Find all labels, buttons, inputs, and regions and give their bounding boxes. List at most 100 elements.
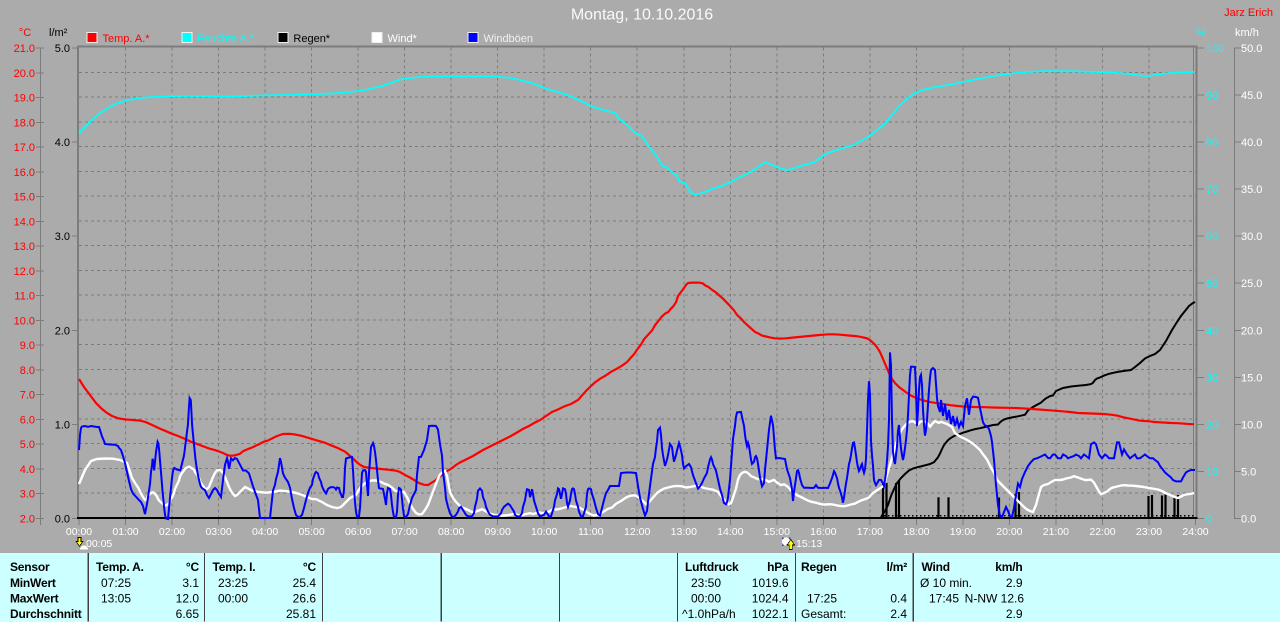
svg-text:18.0: 18.0 — [14, 117, 35, 129]
svg-text:00:05: 00:05 — [86, 538, 112, 550]
svg-text:Luftdruck: Luftdruck — [685, 560, 739, 574]
svg-text:00:00: 00:00 — [218, 592, 248, 606]
svg-text:18:00: 18:00 — [903, 526, 929, 538]
svg-text:20:00: 20:00 — [996, 526, 1022, 538]
svg-text:23:00: 23:00 — [1136, 526, 1162, 538]
svg-text:40: 40 — [1206, 325, 1218, 337]
svg-text:l/m²: l/m² — [49, 27, 68, 39]
svg-text:Sensor: Sensor — [10, 560, 50, 574]
svg-text:04:00: 04:00 — [252, 526, 278, 538]
svg-text:km/h: km/h — [995, 560, 1022, 574]
svg-text:30.0: 30.0 — [1241, 231, 1262, 243]
svg-text:5.0: 5.0 — [55, 43, 70, 55]
svg-text:25.81: 25.81 — [286, 607, 316, 621]
svg-text:Ø 10 min.: Ø 10 min. — [920, 576, 972, 590]
svg-text:MaxWert: MaxWert — [10, 592, 59, 606]
svg-text:50: 50 — [1206, 278, 1218, 290]
svg-text:km/h: km/h — [1235, 27, 1259, 39]
svg-text:35.0: 35.0 — [1241, 184, 1262, 196]
svg-text:23:50: 23:50 — [691, 576, 721, 590]
svg-text:15.0: 15.0 — [1241, 372, 1262, 384]
svg-text:05:00: 05:00 — [298, 526, 324, 538]
svg-text:40.0: 40.0 — [1241, 137, 1262, 149]
svg-text:16:00: 16:00 — [810, 526, 836, 538]
svg-text:17.0: 17.0 — [14, 142, 35, 154]
svg-text:02:00: 02:00 — [159, 526, 185, 538]
svg-text:Temp. A.*: Temp. A.* — [103, 33, 151, 45]
svg-text:N-NW 12.6: N-NW 12.6 — [965, 592, 1025, 606]
svg-text:13:00: 13:00 — [671, 526, 697, 538]
svg-text:25.0: 25.0 — [1241, 278, 1262, 290]
svg-text:Gesamt:: Gesamt: — [801, 607, 846, 621]
svg-text:15.0: 15.0 — [14, 192, 35, 204]
svg-text:07:25: 07:25 — [101, 576, 131, 590]
svg-text:MinWert: MinWert — [10, 576, 56, 590]
svg-text:17:00: 17:00 — [857, 526, 883, 538]
svg-text:2.0: 2.0 — [55, 325, 70, 337]
svg-text:19:00: 19:00 — [950, 526, 976, 538]
svg-text:4.0: 4.0 — [55, 137, 70, 149]
svg-text:60: 60 — [1206, 231, 1218, 243]
svg-text:5.0: 5.0 — [1241, 466, 1256, 478]
svg-text:17:45: 17:45 — [929, 592, 959, 606]
svg-text:Montag, 10.10.2016: Montag, 10.10.2016 — [571, 7, 713, 24]
svg-text:17:25: 17:25 — [807, 592, 837, 606]
svg-text:°C: °C — [186, 560, 200, 574]
svg-text:11:00: 11:00 — [578, 526, 604, 538]
svg-text:22:00: 22:00 — [1089, 526, 1115, 538]
svg-text:14:00: 14:00 — [717, 526, 743, 538]
svg-text:16.0: 16.0 — [14, 167, 35, 179]
svg-text:01:00: 01:00 — [112, 526, 138, 538]
svg-text:2.0: 2.0 — [20, 514, 35, 526]
svg-text:09:00: 09:00 — [485, 526, 511, 538]
svg-text:13:05: 13:05 — [101, 592, 131, 606]
svg-text:0: 0 — [1206, 514, 1212, 526]
svg-text:10: 10 — [1206, 466, 1218, 478]
svg-text:9.0: 9.0 — [20, 340, 35, 352]
svg-text:7.0: 7.0 — [20, 390, 35, 402]
svg-text:15:13: 15:13 — [796, 538, 822, 550]
svg-text:2.4: 2.4 — [890, 607, 907, 621]
svg-text:70: 70 — [1206, 184, 1218, 196]
svg-text:0.0: 0.0 — [55, 514, 70, 526]
svg-text:23:25: 23:25 — [218, 576, 248, 590]
svg-text:1022.1: 1022.1 — [752, 607, 789, 621]
svg-text:4.0: 4.0 — [20, 464, 35, 476]
svg-text:00:00: 00:00 — [66, 526, 92, 538]
svg-text:90: 90 — [1206, 90, 1218, 102]
svg-text:Regen: Regen — [801, 560, 837, 574]
svg-text:24:00: 24:00 — [1182, 526, 1208, 538]
svg-text:100: 100 — [1206, 43, 1224, 55]
svg-text:45.0: 45.0 — [1241, 90, 1262, 102]
svg-text:25.4: 25.4 — [293, 576, 317, 590]
svg-text:°C: °C — [19, 27, 31, 39]
svg-text:1019.6: 1019.6 — [752, 576, 789, 590]
svg-text:12.0: 12.0 — [176, 592, 200, 606]
svg-text:06:00: 06:00 — [345, 526, 371, 538]
svg-text:20.0: 20.0 — [1241, 325, 1262, 337]
svg-text:19.0: 19.0 — [14, 93, 35, 105]
svg-text:6.65: 6.65 — [176, 607, 200, 621]
svg-text:2.9: 2.9 — [1006, 607, 1023, 621]
svg-text:80: 80 — [1206, 137, 1218, 149]
svg-text:30: 30 — [1206, 372, 1218, 384]
svg-text:Wind*: Wind* — [388, 33, 418, 45]
svg-text:1024.4: 1024.4 — [752, 592, 789, 606]
svg-text:Feuchte A.*: Feuchte A.* — [197, 33, 255, 45]
svg-text:03:00: 03:00 — [205, 526, 231, 538]
svg-text:3.0: 3.0 — [55, 231, 70, 243]
svg-text:07:00: 07:00 — [391, 526, 417, 538]
svg-text:21.0: 21.0 — [14, 43, 35, 55]
svg-text:50.0: 50.0 — [1241, 43, 1262, 55]
svg-text:21:00: 21:00 — [1043, 526, 1069, 538]
svg-text:Temp. A.: Temp. A. — [96, 560, 144, 574]
svg-text:3.0: 3.0 — [20, 489, 35, 501]
svg-text:12:00: 12:00 — [624, 526, 650, 538]
svg-text:10.0: 10.0 — [1241, 419, 1262, 431]
svg-text:Temp. I.: Temp. I. — [213, 560, 256, 574]
svg-text:8.0: 8.0 — [20, 365, 35, 377]
svg-text:20.0: 20.0 — [14, 68, 35, 80]
svg-text:6.0: 6.0 — [20, 414, 35, 426]
svg-text:°C: °C — [303, 560, 317, 574]
svg-text:Windböen: Windböen — [484, 33, 534, 45]
